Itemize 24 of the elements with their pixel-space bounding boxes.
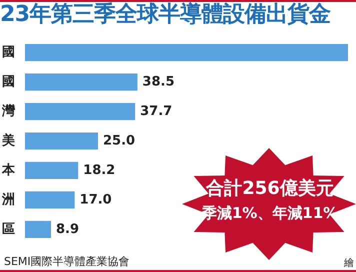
data-label: 18.2 — [83, 162, 116, 178]
y-tick-label: 區 — [2, 222, 15, 237]
y-tick-label: 國 — [2, 74, 15, 90]
text: 繪 — [344, 257, 354, 270]
y-tick-label: 美 — [1, 132, 15, 148]
y-tick-label: 洲 — [1, 192, 15, 208]
y-tick-label: 本 — [1, 162, 16, 178]
chart-title: 23年第三季全球半導體設備出貨金 — [0, 2, 331, 28]
data-label: 25.0 — [103, 133, 136, 148]
text: SEMI國際半導體產業協會 — [4, 254, 130, 269]
annotation: 合計256億美元 — [204, 177, 335, 200]
data-label: 38.5 — [142, 74, 175, 90]
bar — [25, 132, 98, 150]
bar — [25, 191, 75, 209]
bar — [25, 162, 78, 180]
bar — [25, 102, 136, 120]
bar — [25, 220, 51, 238]
data-label: 37.7 — [140, 104, 172, 119]
bar — [25, 44, 348, 62]
y-tick-label: 國 — [2, 44, 15, 60]
y-tick-label: 灣 — [1, 102, 16, 119]
data-label: 8.9 — [56, 222, 80, 237]
bar — [25, 73, 138, 91]
data-label: 17.0 — [80, 192, 112, 208]
